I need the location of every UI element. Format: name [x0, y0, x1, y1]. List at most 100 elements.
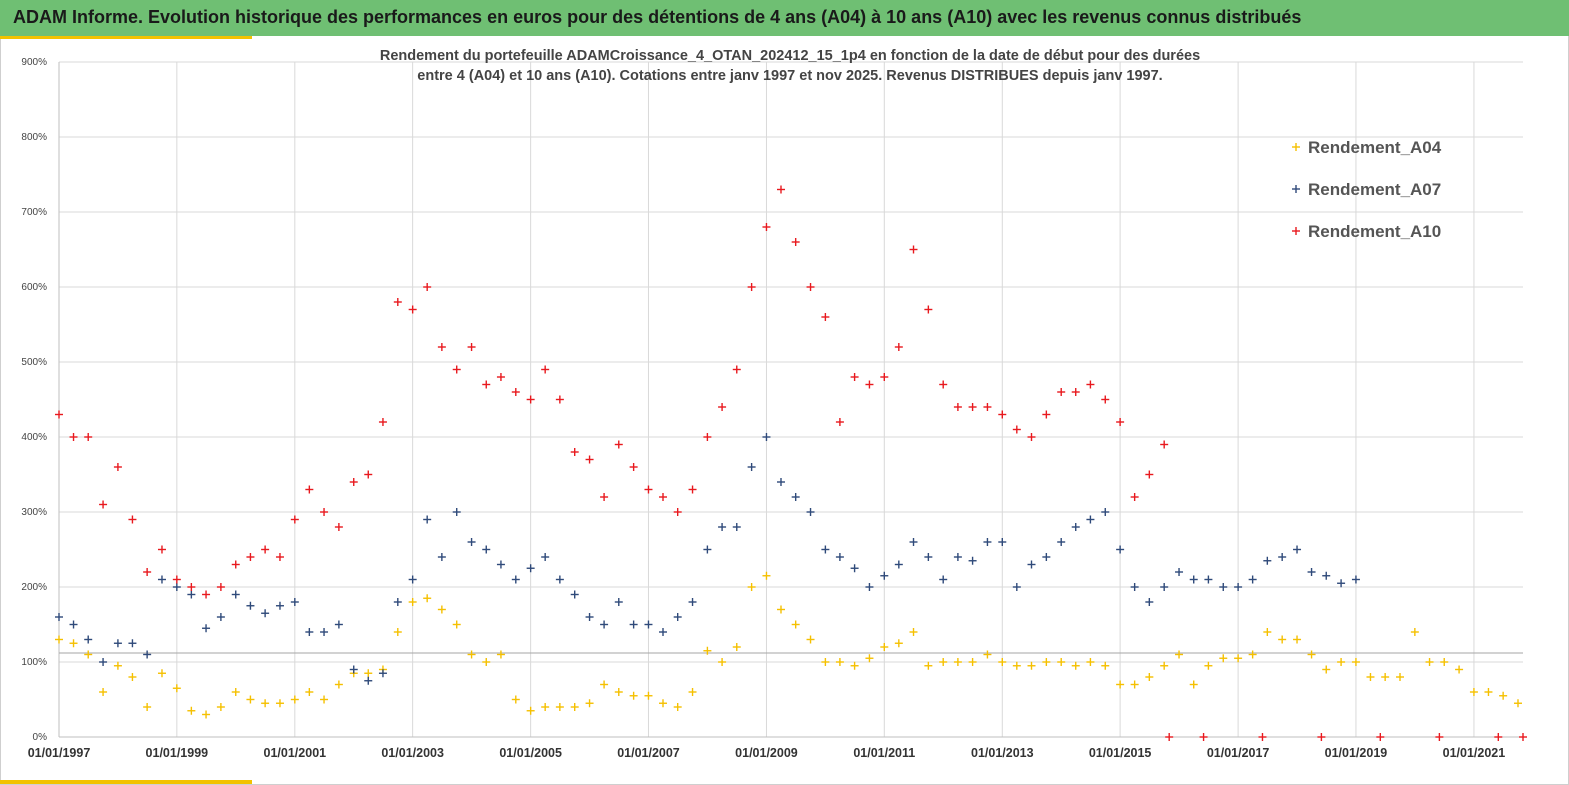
chart-subtitle-line-2: entre 4 (A04) et 10 ans (A10). Cotations… — [417, 68, 1163, 84]
rendement-a10-point — [644, 485, 653, 494]
rendement-a04-point — [894, 639, 903, 648]
rendement-a04-point — [1057, 658, 1066, 666]
rendement-a07-point — [172, 583, 181, 591]
rendement-a10-legend-marker — [1292, 227, 1300, 235]
rendement-a04-point — [703, 646, 712, 655]
rendement-a10-point — [202, 590, 211, 599]
rendement-a10-point — [909, 245, 918, 254]
rendement-a04-legend-label: Rendement_A04 — [1308, 138, 1442, 157]
rendement-a04-point — [143, 703, 152, 711]
rendement-a04-point — [541, 703, 550, 711]
rendement-a04-point — [644, 691, 653, 700]
rendement-a10-point — [791, 238, 800, 246]
rendement-a07-point — [364, 676, 373, 685]
rendement-a07-point — [703, 545, 712, 554]
rendement-a04-point — [1160, 661, 1169, 670]
rendement-a10-point — [1086, 380, 1095, 389]
x-tick-label: 01/01/2001 — [264, 746, 327, 760]
rendement-a07-point — [143, 650, 152, 659]
rendement-a04-point — [1248, 650, 1257, 659]
rendement-a04-point — [1189, 680, 1198, 689]
rendement-a10-point — [1435, 733, 1444, 741]
rendement-a10-legend-label: Rendement_A10 — [1308, 222, 1441, 241]
rendement-a10-point — [1160, 440, 1169, 449]
rendement-a04-point — [261, 699, 270, 708]
rendement-a04-point — [511, 695, 520, 704]
rendement-a04-point — [320, 695, 329, 704]
rendement-a04-point — [1455, 665, 1464, 674]
rendement-a10-point — [526, 395, 535, 404]
x-tick-label: 01/01/2007 — [617, 746, 680, 760]
rendement-a10-point — [747, 283, 756, 291]
rendement-a10-point — [659, 493, 668, 501]
rendement-a10-point — [541, 365, 550, 374]
rendement-a10-point — [452, 365, 461, 374]
rendement-a04-point — [629, 691, 638, 700]
rendement-a07-point — [791, 493, 800, 501]
rendement-a10-point — [187, 583, 196, 591]
page-title: ADAM Informe. Evolution historique des p… — [13, 7, 1302, 27]
accent-bar-top — [0, 36, 252, 39]
rendement-a07-point — [423, 515, 432, 524]
chart-subtitle-line-1: Rendement du portefeuille ADAMCroissance… — [379, 48, 1201, 64]
rendement-a04-point — [909, 628, 918, 636]
rendement-a07-point — [835, 553, 844, 561]
rendement-a04-point — [157, 669, 166, 678]
rendement-a07-point — [909, 538, 918, 546]
rendement-a07-legend-label: Rendement_A07 — [1308, 180, 1441, 199]
rendement-a10-point — [437, 343, 446, 351]
rendement-a10-point — [246, 553, 255, 561]
rendement-a10-point — [157, 545, 166, 554]
rendement-a07-point — [555, 575, 564, 584]
rendement-a04-point — [1234, 654, 1243, 663]
rendement-a07-point — [334, 620, 343, 629]
x-tick-label: 01/01/2013 — [971, 746, 1034, 760]
rendement-a04-point — [467, 650, 476, 659]
rendement-a10-point — [113, 463, 122, 471]
rendement-a10-point — [378, 418, 387, 426]
rendement-a10-point — [629, 463, 638, 471]
rendement-a07-point — [1189, 575, 1198, 584]
y-tick-label: 600% — [21, 282, 47, 293]
rendement-a07-point — [1086, 515, 1095, 524]
x-tick-label: 01/01/2015 — [1089, 746, 1152, 760]
rendement-a10-point — [835, 418, 844, 426]
rendement-a07-point — [1263, 556, 1272, 565]
rendement-a10-point — [673, 508, 682, 516]
rendement-a10-point — [320, 508, 329, 516]
rendement-a04-point — [614, 688, 623, 696]
rendement-a04-point — [659, 699, 668, 708]
rendement-a04-point — [99, 688, 108, 696]
rendement-a10-point — [998, 410, 1007, 419]
rendement-a04-point — [526, 706, 535, 715]
rendement-a07-point — [157, 575, 166, 584]
rendement-a04-point — [128, 673, 137, 681]
rendement-a04-point — [673, 703, 682, 711]
rendement-a04-point — [1396, 673, 1405, 681]
rendement-a07-point — [408, 575, 417, 584]
rendement-a04-point — [452, 620, 461, 629]
rendement-a04-point — [1101, 661, 1110, 670]
rendement-a10-point — [703, 433, 712, 441]
rendement-a04-point — [423, 594, 432, 603]
rendement-a10-point — [1199, 733, 1208, 741]
rendement-a10-point — [1317, 733, 1326, 741]
rendement-a10-point — [806, 283, 815, 291]
rendement-a04-point — [482, 658, 491, 666]
rendement-a04-point — [1410, 628, 1419, 636]
rendement-a04-point — [718, 658, 727, 666]
rendement-a10-point — [423, 283, 432, 291]
rendement-a04-point — [172, 684, 181, 693]
rendement-a07-point — [732, 523, 741, 531]
rendement-a07-point — [113, 639, 122, 648]
rendement-a07-point — [1145, 598, 1154, 606]
rendement-a10-point — [1012, 425, 1021, 434]
x-tick-label: 01/01/1997 — [28, 746, 91, 760]
rendement-a07-point — [1219, 583, 1228, 591]
y-tick-label: 100% — [21, 657, 47, 668]
rendement-a10-point — [732, 365, 741, 374]
rendement-a10-point — [1145, 470, 1154, 479]
x-tick-label: 01/01/2003 — [381, 746, 444, 760]
rendement-a04-point — [55, 635, 63, 644]
rendement-a04-point — [84, 650, 93, 659]
